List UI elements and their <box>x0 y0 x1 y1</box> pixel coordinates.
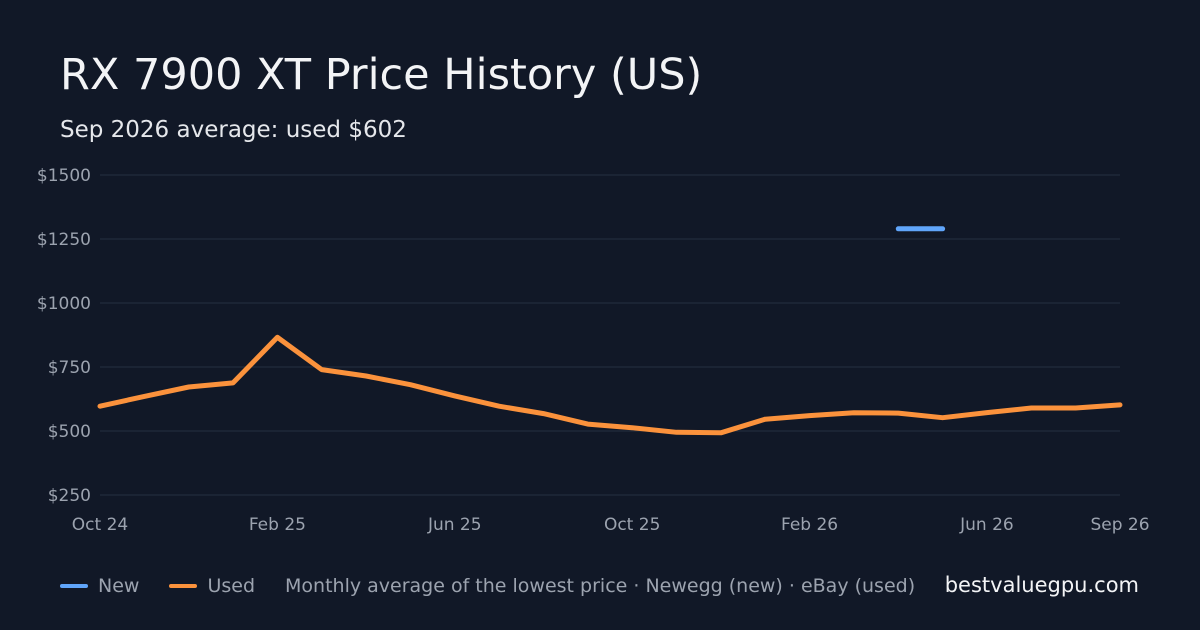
y-tick-label: $1250 <box>37 230 91 250</box>
x-tick-label: Feb 26 <box>781 515 838 535</box>
grid-lines <box>100 174 1120 496</box>
chart-subtitle: Sep 2026 average: used $602 <box>60 117 407 143</box>
x-tick-label: Oct 25 <box>604 515 660 535</box>
legend-swatch-used <box>169 584 198 588</box>
x-tick-label: Jun 26 <box>959 515 1014 535</box>
legend-label-used: Used <box>207 575 256 597</box>
x-tick-label: Jun 25 <box>427 515 482 535</box>
x-tick-label: Feb 25 <box>249 515 306 535</box>
legend-source-note: Monthly average of the lowest price · Ne… <box>285 575 916 597</box>
series-lines <box>97 226 1123 436</box>
y-tick-label: $500 <box>48 422 91 442</box>
legend: New Used Monthly average of the lowest p… <box>60 575 915 597</box>
y-axis-ticks: $250 $500 $750 $1000 $1250 $1500 <box>37 166 91 506</box>
x-tick-label: Oct 24 <box>72 515 128 535</box>
legend-label-new: New <box>98 575 140 597</box>
y-tick-label: $250 <box>48 486 91 506</box>
brand-link[interactable]: bestvaluegpu.com <box>944 573 1139 597</box>
x-tick-label: Sep 26 <box>1090 515 1149 535</box>
y-tick-label: $750 <box>48 358 91 378</box>
legend-swatch-new <box>60 584 88 588</box>
legend-item-used[interactable]: Used <box>169 575 255 597</box>
y-tick-label: $1500 <box>37 166 91 186</box>
chart-title: RX 7900 XT Price History (US) <box>60 50 703 100</box>
legend-item-new[interactable]: New <box>60 575 139 597</box>
series-line-used <box>97 334 1123 436</box>
y-tick-label: $1000 <box>37 294 91 314</box>
x-axis-ticks: Oct 24 Feb 25 Jun 25 Oct 25 Feb 26 Jun 26 Sep … <box>72 515 1150 535</box>
